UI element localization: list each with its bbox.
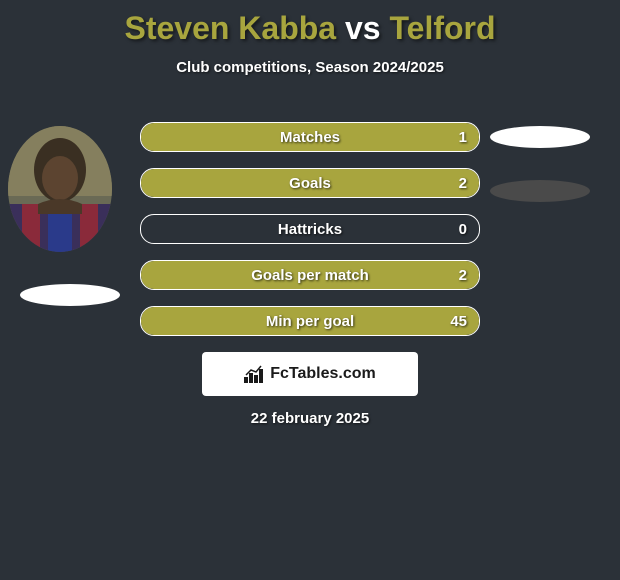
stat-value: 0 xyxy=(459,221,467,238)
title-opponent: Telford xyxy=(389,10,495,46)
stat-value: 2 xyxy=(459,267,467,284)
avatar-placeholder-icon xyxy=(8,126,112,252)
right-shadow-pill xyxy=(490,180,590,202)
stat-label: Goals per match xyxy=(251,267,369,284)
title-vs: vs xyxy=(345,10,381,46)
brand-text: FcTables.com xyxy=(270,365,376,383)
left-shadow-pill xyxy=(20,284,120,306)
brand-chart-icon xyxy=(244,365,266,383)
stat-label: Hattricks xyxy=(278,221,342,238)
stat-label: Min per goal xyxy=(266,313,354,330)
stat-value: 1 xyxy=(459,129,467,146)
stat-bar: Goals 2 xyxy=(140,168,480,198)
player-avatar xyxy=(8,126,112,252)
stat-bar: Min per goal 45 xyxy=(140,306,480,336)
right-shadow-pill xyxy=(490,126,590,148)
date-label: 22 february 2025 xyxy=(0,410,620,427)
stat-value: 45 xyxy=(450,313,467,330)
comparison-title: Steven Kabba vs Telford xyxy=(0,0,620,47)
stat-value: 2 xyxy=(459,175,467,192)
stats-container: Matches 1 Goals 2 Hattricks 0 Goals per match 2… xyxy=(140,122,480,352)
stat-bar: Hattricks 0 xyxy=(140,214,480,244)
brand-badge: FcTables.com xyxy=(202,352,418,396)
stat-bar: Matches 1 xyxy=(140,122,480,152)
title-player: Steven Kabba xyxy=(124,10,336,46)
stat-label: Matches xyxy=(280,129,340,146)
stat-bar: Goals per match 2 xyxy=(140,260,480,290)
stat-label: Goals xyxy=(289,175,331,192)
subtitle: Club competitions, Season 2024/2025 xyxy=(0,59,620,76)
